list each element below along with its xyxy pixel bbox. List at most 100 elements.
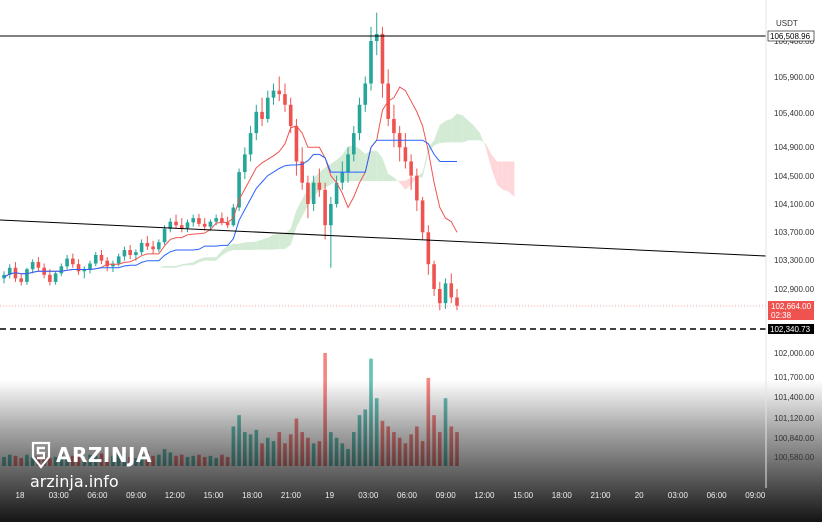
price-tick-label: 103,300.00 bbox=[774, 256, 815, 265]
cloud-segment bbox=[250, 241, 257, 251]
cloud-segment bbox=[290, 209, 297, 245]
cloud-segment bbox=[216, 250, 222, 261]
candle-body bbox=[369, 41, 373, 84]
candle-body bbox=[65, 258, 69, 267]
candle-body bbox=[202, 223, 207, 227]
candle-body bbox=[323, 189, 327, 226]
time-tick-label: 18:00 bbox=[242, 491, 263, 500]
cloud-segment bbox=[428, 140, 435, 153]
candle-body bbox=[134, 252, 138, 255]
last-price-badge: 102,664.00 02:38 bbox=[768, 301, 814, 320]
time-tick-label: 03:00 bbox=[668, 491, 689, 500]
cloud-segment bbox=[388, 173, 394, 181]
price-tick-label: 101,400.00 bbox=[774, 393, 815, 402]
candle-body bbox=[99, 254, 104, 261]
time-tick-label: 12:00 bbox=[165, 491, 186, 500]
cloud-segment bbox=[497, 161, 503, 190]
currency-label[interactable]: USDT bbox=[776, 19, 798, 28]
candle-body bbox=[191, 218, 196, 223]
support-badge: 102,340.73 bbox=[768, 324, 814, 334]
time-tick-label: 15:00 bbox=[513, 491, 534, 500]
cloud-segment bbox=[158, 265, 165, 268]
time-axis[interactable]: 18 03:00 06:00 09:00 12:00 15:00 18:00 21:00 19 0… bbox=[16, 491, 766, 500]
time-tick-label: 09:00 bbox=[745, 491, 766, 500]
candle-body bbox=[300, 161, 304, 183]
candle-body bbox=[76, 264, 81, 272]
price-tick-label: 102,900.00 bbox=[774, 285, 815, 294]
cloud-segment bbox=[267, 234, 274, 250]
candle-body bbox=[329, 203, 333, 226]
time-tick-label: 18 bbox=[16, 491, 25, 500]
candle-body bbox=[139, 242, 144, 253]
cloud-segment bbox=[422, 147, 429, 178]
cloud-segment bbox=[273, 233, 280, 250]
cloud-segment bbox=[485, 143, 492, 169]
price-tick-label: 100,840.00 bbox=[774, 434, 815, 443]
cloud-segment bbox=[153, 267, 159, 269]
brand-watermark: ARZINJA arzinja.info bbox=[30, 440, 152, 491]
cloud-segment bbox=[399, 180, 406, 190]
resistance-badge-text: 106,508.96 bbox=[770, 32, 811, 41]
candle-body bbox=[122, 250, 127, 257]
cloud-segment bbox=[457, 113, 463, 143]
price-tick-label: 105,400.00 bbox=[774, 109, 815, 118]
candle-body bbox=[437, 289, 442, 304]
cloud-segment bbox=[508, 161, 515, 197]
candle-body bbox=[380, 33, 385, 84]
brand-url[interactable]: arzinja.info bbox=[30, 472, 119, 491]
candle-body bbox=[334, 182, 339, 204]
price-tick-label: 100,580.00 bbox=[774, 453, 815, 462]
cloud-segment bbox=[365, 150, 371, 181]
cloud-segment bbox=[279, 233, 285, 249]
resistance-badge: 106,508.96 bbox=[767, 30, 815, 42]
countdown-badge-text: 02:38 bbox=[771, 311, 792, 320]
candle-body bbox=[225, 222, 230, 226]
candle-body bbox=[116, 256, 121, 264]
time-tick-label: 09:00 bbox=[126, 491, 147, 500]
candle-body bbox=[392, 118, 396, 134]
cloud-segment bbox=[382, 157, 389, 181]
candle-body bbox=[374, 33, 379, 41]
candle-body bbox=[340, 172, 345, 183]
candle-body bbox=[179, 225, 184, 229]
candle-body bbox=[231, 207, 236, 226]
candle-body bbox=[306, 182, 310, 204]
candle-body bbox=[59, 266, 64, 274]
candle-body bbox=[185, 222, 190, 229]
candle-body bbox=[351, 133, 356, 155]
time-tick-label: 03:00 bbox=[49, 491, 70, 500]
cloud-segment bbox=[474, 126, 480, 141]
candle-body bbox=[53, 273, 58, 282]
time-tick-label: 21:00 bbox=[281, 491, 302, 500]
support-badge-text: 102,340.73 bbox=[770, 325, 811, 334]
last-price-badge-text: 102,664.00 bbox=[771, 302, 812, 311]
candle-body bbox=[317, 182, 322, 190]
price-axis[interactable]: 106,400.00 105,900.00 105,400.00 104,900.00… bbox=[774, 37, 815, 462]
price-tick-label: 104,500.00 bbox=[774, 172, 815, 181]
candle-body bbox=[30, 262, 35, 270]
cloud-segment bbox=[233, 243, 240, 251]
candle-body bbox=[311, 182, 316, 204]
time-tick-label: 15:00 bbox=[203, 491, 224, 500]
cloud-segment bbox=[204, 257, 211, 261]
candle-body bbox=[208, 221, 213, 227]
cloud-segment bbox=[296, 199, 303, 227]
cloud-segment bbox=[170, 265, 177, 268]
candle-body bbox=[151, 246, 155, 250]
candle-body bbox=[82, 269, 87, 272]
time-tick-label: 03:00 bbox=[358, 491, 379, 500]
candle-body bbox=[283, 94, 287, 105]
cloud-segment bbox=[221, 245, 228, 256]
cloud-segment bbox=[239, 242, 245, 251]
candle-body bbox=[357, 104, 362, 134]
candle-body bbox=[449, 283, 454, 298]
brand-name: ARZINJA bbox=[56, 443, 152, 467]
candle-body bbox=[36, 262, 41, 268]
candle-body bbox=[426, 232, 431, 265]
cloud-segment bbox=[256, 239, 263, 250]
time-tick-label: 20 bbox=[635, 491, 644, 500]
candle-body bbox=[294, 126, 299, 162]
candle-body bbox=[363, 83, 368, 105]
candle-body bbox=[248, 133, 253, 155]
